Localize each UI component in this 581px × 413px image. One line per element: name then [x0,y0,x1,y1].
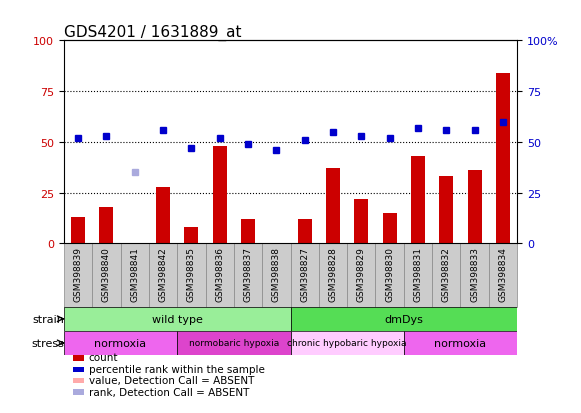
Text: strain: strain [32,314,64,324]
Text: GSM398839: GSM398839 [74,247,83,302]
Bar [382,214,397,244]
Text: GDS4201 / 1631889_at: GDS4201 / 1631889_at [64,25,242,41]
Bar [73,378,84,384]
Bar [206,244,234,307]
Text: GSM398834: GSM398834 [498,247,507,301]
Bar [347,244,375,307]
Text: normoxia: normoxia [435,338,486,348]
Text: GSM398832: GSM398832 [442,247,451,301]
Text: count: count [89,353,119,363]
Bar [92,244,121,307]
Bar [149,244,177,307]
Text: GSM398836: GSM398836 [215,247,224,302]
Bar [297,219,312,244]
Text: GSM398827: GSM398827 [300,247,309,301]
Text: normoxia: normoxia [95,338,146,348]
Bar [64,244,92,307]
Bar [460,244,489,307]
Text: chronic hypobaric hypoxia: chronic hypobaric hypoxia [288,339,407,347]
Text: normobaric hypoxia: normobaric hypoxia [189,339,279,347]
Text: percentile rank within the sample: percentile rank within the sample [89,364,265,374]
Bar [432,244,460,307]
Text: GSM398838: GSM398838 [272,247,281,302]
Bar [99,207,113,244]
Text: GSM398828: GSM398828 [328,247,338,301]
Bar [64,307,290,331]
Text: GSM398840: GSM398840 [102,247,111,301]
Text: GSM398831: GSM398831 [414,247,422,302]
Bar [213,147,227,244]
Text: GSM398842: GSM398842 [159,247,167,301]
Bar [319,244,347,307]
Text: GSM398830: GSM398830 [385,247,394,302]
Bar [73,389,84,395]
Bar [290,307,517,331]
Bar [241,219,255,244]
Bar [156,187,170,244]
Bar [184,228,199,244]
Bar [375,244,404,307]
Text: wild type: wild type [152,314,203,324]
Text: rank, Detection Call = ABSENT: rank, Detection Call = ABSENT [89,387,249,397]
Bar [496,74,510,244]
Bar [489,244,517,307]
Bar [262,244,290,307]
Bar [71,217,85,244]
Bar [121,244,149,307]
Text: GSM398841: GSM398841 [130,247,139,301]
Bar [64,331,177,355]
Bar [326,169,340,244]
Bar [354,199,368,244]
Bar [439,177,453,244]
Bar [73,355,84,361]
Bar [404,244,432,307]
Bar [234,244,262,307]
Bar [177,331,290,355]
Bar [468,171,482,244]
Bar [177,244,206,307]
Bar [73,367,84,372]
Text: value, Detection Call = ABSENT: value, Detection Call = ABSENT [89,375,254,385]
Text: GSM398835: GSM398835 [187,247,196,302]
Text: dmDys: dmDys [385,314,423,324]
Text: GSM398829: GSM398829 [357,247,366,301]
Text: GSM398833: GSM398833 [470,247,479,302]
Text: GSM398837: GSM398837 [243,247,253,302]
Text: stress: stress [31,338,64,348]
Bar [404,331,517,355]
Bar [290,244,319,307]
Bar [411,157,425,244]
Bar [290,331,404,355]
